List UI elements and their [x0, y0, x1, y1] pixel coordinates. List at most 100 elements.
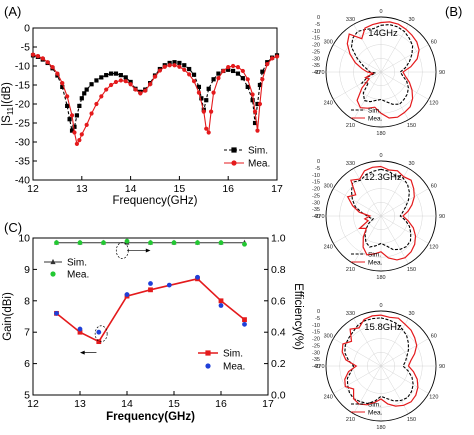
- data-point: [113, 71, 119, 76]
- data-point: [252, 109, 258, 114]
- grid-spoke: [353, 24, 382, 73]
- panel-b-radiation-patterns: 03060901201501802102402703003300-5-10-15…: [312, 9, 445, 431]
- legend-label: Sim.: [368, 107, 381, 114]
- pattern-mea: [341, 314, 419, 407]
- panel-label-b: (B): [445, 4, 462, 19]
- y-tick-label: 10: [18, 233, 30, 245]
- data-point: [171, 240, 177, 246]
- legend-label: Sim.: [368, 401, 381, 408]
- data-point: [35, 54, 40, 59]
- eff-group-ellipse: [115, 242, 129, 259]
- grid-spoke: [353, 365, 382, 414]
- data-point: [77, 326, 83, 332]
- data-point: [104, 73, 109, 78]
- radial-tick-label: -40: [312, 70, 320, 76]
- angle-label: 180: [376, 131, 385, 137]
- angle-label: 150: [407, 417, 416, 423]
- data-point: [257, 82, 263, 88]
- legend-label: Mea.: [368, 409, 383, 416]
- data-point: [209, 109, 214, 114]
- radial-tick-label: 0: [317, 159, 320, 165]
- data-point: [230, 63, 236, 69]
- x-tick-label: 17: [271, 183, 283, 195]
- grid-spoke: [380, 215, 409, 264]
- angle-label: 240: [324, 395, 333, 401]
- angle-label: 120: [429, 395, 438, 401]
- angle-label: 30: [408, 311, 414, 317]
- legend-label: Sim.: [223, 349, 243, 360]
- data-point: [182, 67, 187, 72]
- data-point: [218, 303, 224, 308]
- radial-tick-label: -15: [312, 36, 320, 42]
- data-point: [211, 90, 216, 95]
- y-axis-label: Gain(dBi): [2, 292, 14, 341]
- data-point: [74, 113, 80, 118]
- data-point: [257, 101, 263, 107]
- angle-label: 90: [439, 70, 445, 76]
- radial-tick-label: -5: [315, 166, 320, 172]
- angle-label: 150: [407, 123, 416, 129]
- radial-tick-label: -35: [312, 63, 320, 69]
- data-point: [96, 339, 102, 345]
- data-point: [138, 91, 143, 96]
- data-point: [30, 52, 36, 57]
- data-point: [123, 79, 128, 84]
- data-point: [216, 76, 221, 81]
- radial-tick-label: -40: [312, 364, 320, 370]
- radial-tick-label: 0: [317, 15, 320, 21]
- data-point: [226, 65, 231, 70]
- data-point: [79, 96, 84, 101]
- radial-tick-label: -10: [312, 323, 320, 329]
- data-point: [240, 76, 245, 81]
- y-axis-label-sub: 11: [6, 106, 15, 115]
- data-point: [270, 56, 275, 61]
- angle-label: 270: [315, 364, 324, 370]
- legend-label: Mea.: [368, 259, 383, 266]
- data-point: [94, 101, 99, 107]
- data-point: [152, 74, 158, 79]
- data-point: [82, 91, 87, 96]
- data-point: [255, 101, 260, 107]
- data-point: [54, 310, 59, 316]
- y-tick-label: -25: [15, 118, 30, 130]
- radial-tick-label: -25: [312, 343, 320, 349]
- angle-label: 330: [346, 17, 355, 23]
- polar-title: 14GHz: [368, 28, 398, 39]
- data-point: [94, 78, 99, 83]
- radial-tick-label: -35: [312, 207, 320, 213]
- data-point: [50, 65, 55, 70]
- data-point: [128, 79, 133, 85]
- data-point: [45, 60, 50, 65]
- data-point: [60, 84, 65, 89]
- data-point: [89, 111, 94, 116]
- data-point: [199, 96, 204, 101]
- data-point: [162, 64, 167, 69]
- data-point: [235, 71, 241, 76]
- angle-label: 30: [408, 17, 414, 23]
- y-tick-label: 0: [24, 23, 30, 35]
- data-point: [65, 103, 70, 108]
- x-tick-label: 16: [215, 398, 227, 410]
- legend-marker: [205, 363, 211, 369]
- data-point: [240, 68, 245, 74]
- grid-spoke: [380, 365, 409, 414]
- data-point: [104, 87, 109, 92]
- legend-label: Mea.: [223, 362, 245, 373]
- angle-label: 180: [376, 275, 385, 281]
- angle-label: 60: [431, 40, 437, 46]
- y-tick-label: 6: [24, 358, 30, 370]
- radial-tick-label: -20: [312, 187, 320, 193]
- data-point: [195, 240, 200, 246]
- data-point: [60, 81, 65, 86]
- data-point: [206, 130, 211, 135]
- legend-label: Sim.: [248, 146, 268, 157]
- y-tick-label: -40: [15, 175, 30, 187]
- data-point: [99, 75, 104, 80]
- data-point: [99, 94, 104, 99]
- data-point: [245, 77, 250, 82]
- data-point: [157, 68, 162, 73]
- data-point: [250, 92, 255, 97]
- data-point: [252, 120, 258, 126]
- polar-title: 12.3GHz: [364, 172, 402, 183]
- data-point: [124, 292, 130, 297]
